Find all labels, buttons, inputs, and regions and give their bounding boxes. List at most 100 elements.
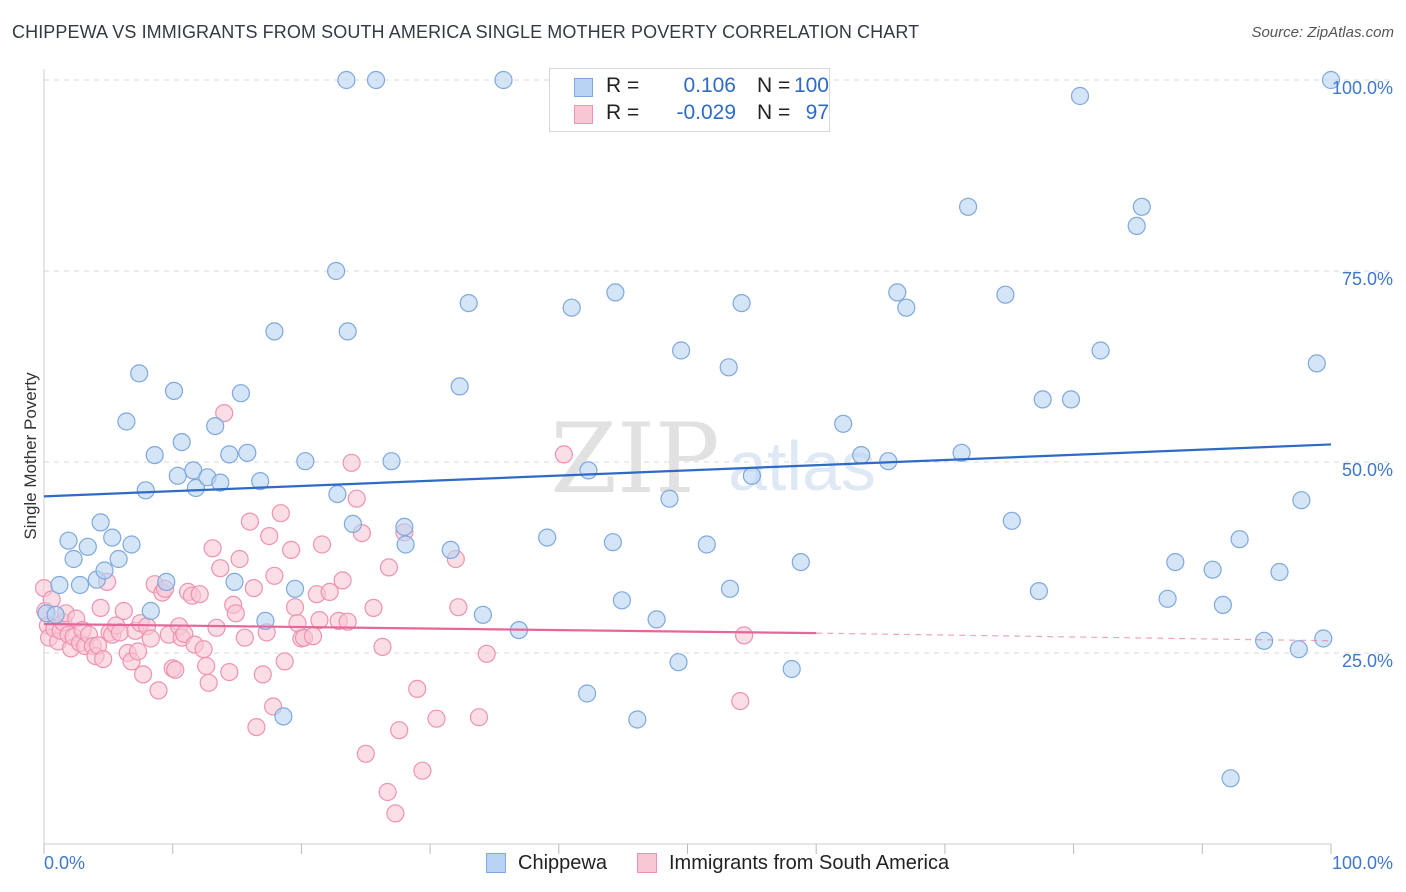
- chippewa-point: [473, 605, 492, 624]
- pink-swatch: [637, 853, 657, 873]
- chippewa-point: [343, 514, 362, 534]
- chippewa-point: [1158, 589, 1177, 608]
- immigrants-point: [220, 662, 239, 682]
- immigrants-point: [285, 598, 305, 617]
- blue-swatch: [574, 78, 593, 97]
- correlation-legend: R = 0.106 N = 100 R = -0.029 N = 97: [549, 68, 830, 132]
- immigrants-point: [141, 629, 160, 648]
- chippewa-point: [1289, 640, 1308, 659]
- immigrants-point: [149, 681, 168, 700]
- legend-label: Chippewa: [518, 852, 607, 874]
- chippewa-point: [366, 70, 386, 90]
- chippewa-point: [612, 591, 632, 610]
- immigrants-point: [110, 623, 130, 642]
- chippewa-point: [64, 549, 83, 569]
- x-tick-label: 100.0%: [1332, 853, 1393, 873]
- chippewa-point: [157, 572, 176, 592]
- immigrants-point: [235, 628, 254, 647]
- chippewa-point: [1321, 70, 1341, 90]
- immigrants-point: [356, 744, 375, 763]
- chippewa-point: [1132, 197, 1151, 216]
- chippewa-point: [538, 528, 557, 547]
- chippewa-point: [888, 283, 907, 302]
- chippewa-point: [59, 531, 78, 550]
- watermark-zip: ZIP: [550, 403, 719, 515]
- chippewa-point: [647, 610, 666, 629]
- immigrants-point: [197, 656, 216, 676]
- chippewa-point: [459, 294, 478, 313]
- chippewa-point: [122, 535, 141, 554]
- trend-lines: [43, 443, 1332, 642]
- chippewa-point: [606, 283, 625, 302]
- chippewa-point: [494, 70, 513, 90]
- immigrants-point: [408, 679, 427, 699]
- chippewa-point: [238, 443, 257, 462]
- immigrants-point: [260, 526, 279, 546]
- immigrants-point: [413, 761, 432, 780]
- r-label: R =: [606, 101, 640, 124]
- immigrants-point: [310, 610, 329, 630]
- immigrants-point: [338, 612, 357, 631]
- chippewa-point: [395, 517, 414, 537]
- chippewa-point: [791, 552, 810, 572]
- immigrants-point: [333, 571, 352, 590]
- immigrants-point: [275, 652, 294, 671]
- chippewa-point: [327, 261, 346, 281]
- immigrants-point: [477, 644, 496, 663]
- immigrants-point: [199, 673, 218, 692]
- n-value: 97: [805, 101, 829, 124]
- chippewa-point: [852, 446, 871, 465]
- chippewa-point: [577, 684, 597, 703]
- chippewa-point: [265, 322, 284, 341]
- immigrants-point: [240, 512, 259, 531]
- immigrants-point: [271, 504, 290, 523]
- chippewa-point: [285, 579, 305, 598]
- chippewa-point: [1254, 631, 1274, 650]
- immigrants-point: [320, 582, 339, 602]
- chippewa-point: [328, 485, 347, 504]
- immigrants-point: [94, 649, 113, 669]
- chippewa-point: [1314, 629, 1333, 648]
- immigrants-point: [303, 627, 323, 646]
- immigrants-point: [265, 566, 284, 585]
- chippewa-point: [225, 572, 244, 592]
- immigrants-point: [247, 717, 266, 737]
- immigrants-point: [449, 598, 468, 617]
- chippewa-point: [742, 466, 762, 485]
- chippewa-point: [141, 601, 160, 621]
- r-value: -0.029: [676, 101, 736, 124]
- chippewa-point: [46, 605, 65, 624]
- immigrants-point: [114, 601, 133, 621]
- chippewa-point: [274, 707, 293, 726]
- immigrants-point: [194, 640, 213, 659]
- gridlines: [44, 79, 1391, 654]
- chippewa-point: [109, 549, 128, 569]
- chippewa-point: [669, 653, 688, 672]
- chippewa-point: [782, 659, 801, 679]
- y-tick-label: 50.0%: [1342, 460, 1393, 480]
- r-value: 0.106: [683, 74, 736, 97]
- chippewa-point: [186, 478, 205, 498]
- immigrants-point: [207, 618, 226, 637]
- immigrants-point: [211, 559, 230, 578]
- legend-label: Immigrants from South America: [669, 852, 950, 874]
- chippewa-point: [1127, 216, 1146, 235]
- chippewa-point: [50, 575, 69, 595]
- immigrants-point: [378, 782, 397, 802]
- chippewa-point: [382, 452, 401, 471]
- immigrants-point: [469, 708, 489, 727]
- immigrants-point: [166, 660, 185, 679]
- immigrants-point: [734, 626, 754, 645]
- chippewa-point: [579, 461, 598, 480]
- chippewa-point: [671, 341, 691, 360]
- chippewa-trend-line: [43, 443, 1332, 498]
- pink-swatch: [574, 105, 593, 124]
- immigrants-point: [282, 540, 301, 560]
- chippewa-point: [562, 298, 581, 317]
- chippewa-point: [697, 535, 716, 554]
- chippewa-point: [1230, 530, 1249, 549]
- chippewa-point: [136, 481, 155, 500]
- chippewa-point: [719, 358, 738, 377]
- chippewa-point: [1033, 390, 1052, 409]
- chippewa-point: [1270, 562, 1289, 582]
